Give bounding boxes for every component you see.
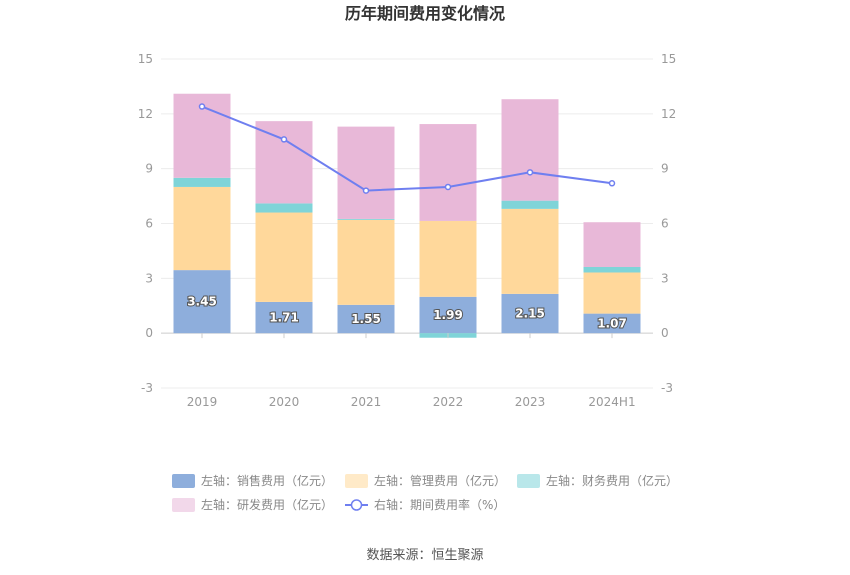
legend-item[interactable]: 左轴：研发费用（亿元）	[172, 497, 333, 512]
left-axis: 15 12 9 6 3 0 -3	[138, 52, 153, 395]
left-tick-label: 12	[138, 107, 153, 121]
data-label: 1.07	[597, 316, 627, 330]
grid	[161, 58, 653, 389]
bar-segment	[173, 270, 231, 334]
line-point	[608, 180, 616, 187]
legend-label: 左轴：销售费用（亿元）	[201, 473, 333, 488]
right-tick-label: 6	[661, 217, 669, 231]
bar-segment	[501, 200, 559, 209]
right-tick-label: -3	[661, 381, 673, 395]
x-tick-label: 2021	[351, 395, 382, 409]
legend-swatch	[345, 474, 368, 488]
bar-segment	[419, 220, 477, 297]
right-tick-label: 9	[661, 162, 669, 176]
left-tick-label: 15	[138, 52, 153, 66]
line-point	[362, 187, 370, 194]
bar-segment	[255, 301, 313, 334]
legend-item[interactable]: 左轴：财务费用（亿元）	[517, 473, 678, 488]
data-label: 1.71	[269, 311, 299, 325]
right-axis: 15 12 9 6 3 0 -3	[661, 52, 676, 395]
right-tick-label: 12	[661, 107, 676, 121]
legend-swatch	[517, 474, 540, 488]
legend-item[interactable]: 左轴：销售费用（亿元）	[172, 473, 333, 488]
legend-label: 左轴：管理费用（亿元）	[374, 473, 506, 488]
left-tick-label: 9	[145, 162, 153, 176]
bars	[173, 93, 641, 338]
bar-segment	[419, 296, 477, 334]
bar-segment	[173, 177, 231, 187]
bar-segment	[501, 208, 559, 294]
source-note: 数据来源：恒生聚源	[366, 548, 483, 563]
line-point	[444, 183, 452, 191]
bar-segment	[337, 304, 395, 334]
left-tick-label: 3	[145, 271, 153, 285]
bar-segment	[337, 126, 395, 219]
bar-segment	[419, 124, 477, 221]
legend-label: 右轴：期间费用率（%）	[374, 497, 505, 512]
line-point	[198, 103, 206, 110]
legend: 左轴：销售费用（亿元） 左轴：管理费用（亿元） 左轴：财务费用（亿元） 左轴：研发费用…	[172, 473, 678, 512]
legend-swatch	[172, 474, 195, 488]
legend-item[interactable]: 右轴：期间费用率（%）	[345, 497, 505, 512]
left-tick-label: 6	[145, 217, 153, 231]
left-tick-label: -3	[141, 381, 153, 395]
left-tick-label: 0	[145, 326, 153, 340]
data-label: 1.99	[433, 308, 463, 322]
line-point	[280, 136, 288, 143]
bar-segment	[583, 222, 641, 268]
legend-marker	[350, 499, 363, 511]
bar-segment	[255, 121, 313, 204]
bar-segment	[337, 218, 395, 220]
chart-title: 历年期间费用变化情况	[345, 4, 505, 23]
bar-segment	[501, 293, 559, 334]
right-tick-label: 3	[661, 271, 669, 285]
data-label: 1.55	[351, 312, 381, 326]
x-tick-label: 2024H1	[588, 395, 635, 409]
legend-label: 左轴：财务费用（亿元）	[546, 473, 678, 488]
x-axis: 2019 2020 2021 2022 2023 2024H1	[187, 333, 636, 409]
line-point	[526, 169, 534, 176]
legend-label: 左轴：研发费用（亿元）	[201, 497, 333, 512]
bar-segment	[583, 313, 641, 334]
x-tick-label: 2020	[269, 395, 300, 409]
data-label: 2.15	[515, 307, 545, 321]
x-tick-label: 2023	[515, 395, 546, 409]
x-tick-label: 2019	[187, 395, 218, 409]
right-tick-label: 15	[661, 52, 676, 66]
bar-segment	[255, 203, 313, 213]
bar-segment	[501, 99, 559, 201]
right-tick-label: 0	[661, 326, 669, 340]
bar-segment	[255, 212, 313, 302]
bar-labels: 3.45 1.71 1.55 1.99 2.15 1.07	[186, 294, 628, 332]
bar-segment	[337, 219, 395, 305]
legend-swatch	[172, 498, 195, 512]
line-path	[201, 105, 613, 192]
expense-ratio-line	[198, 103, 616, 194]
bar-segment	[583, 267, 641, 273]
bar-segment	[173, 186, 231, 271]
x-tick-label: 2022	[433, 395, 464, 409]
legend-item[interactable]: 左轴：管理费用（亿元）	[345, 473, 506, 488]
bar-segment	[583, 272, 641, 314]
data-label: 3.45	[187, 295, 217, 309]
